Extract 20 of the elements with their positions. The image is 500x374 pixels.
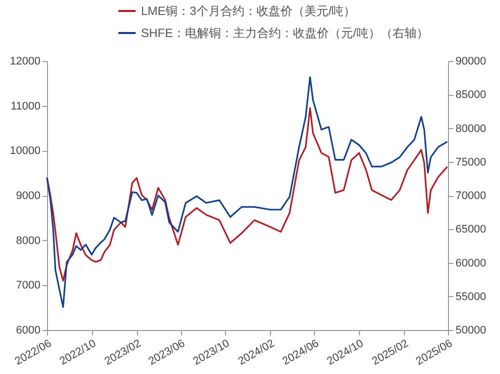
- y-tick-label: 6000: [16, 324, 40, 336]
- y2-tick-label: 55000: [456, 290, 486, 303]
- y2-tick-label: 65000: [456, 224, 486, 236]
- y2-tick-label: 70000: [456, 190, 486, 202]
- y2-tick-label: 50000: [456, 324, 486, 336]
- line-series: [46, 107, 448, 282]
- legend-label: LME铜：3个月合约：收盘价（美元/吨）: [141, 4, 356, 18]
- y-tick-label: 12000: [10, 56, 40, 68]
- line-series: [46, 76, 448, 308]
- y-tick-label: 7000: [16, 280, 40, 292]
- y-tick-label: 8000: [16, 234, 40, 247]
- y2-tick-label: 75000: [456, 156, 486, 168]
- y2-tick-label: 80000: [456, 122, 486, 135]
- y-tick-label: 9000: [16, 190, 40, 202]
- y2-tick-label: 60000: [456, 257, 486, 270]
- y2-tick-label: 85000: [456, 89, 486, 102]
- y2-tick-label: 90000: [456, 56, 486, 68]
- y-tick-label: 10000: [10, 145, 40, 158]
- y-tick-label: 11000: [10, 100, 40, 112]
- legend-label: SHFE：电解铜：主力合约：收盘价（元/吨）（右轴）: [141, 26, 428, 40]
